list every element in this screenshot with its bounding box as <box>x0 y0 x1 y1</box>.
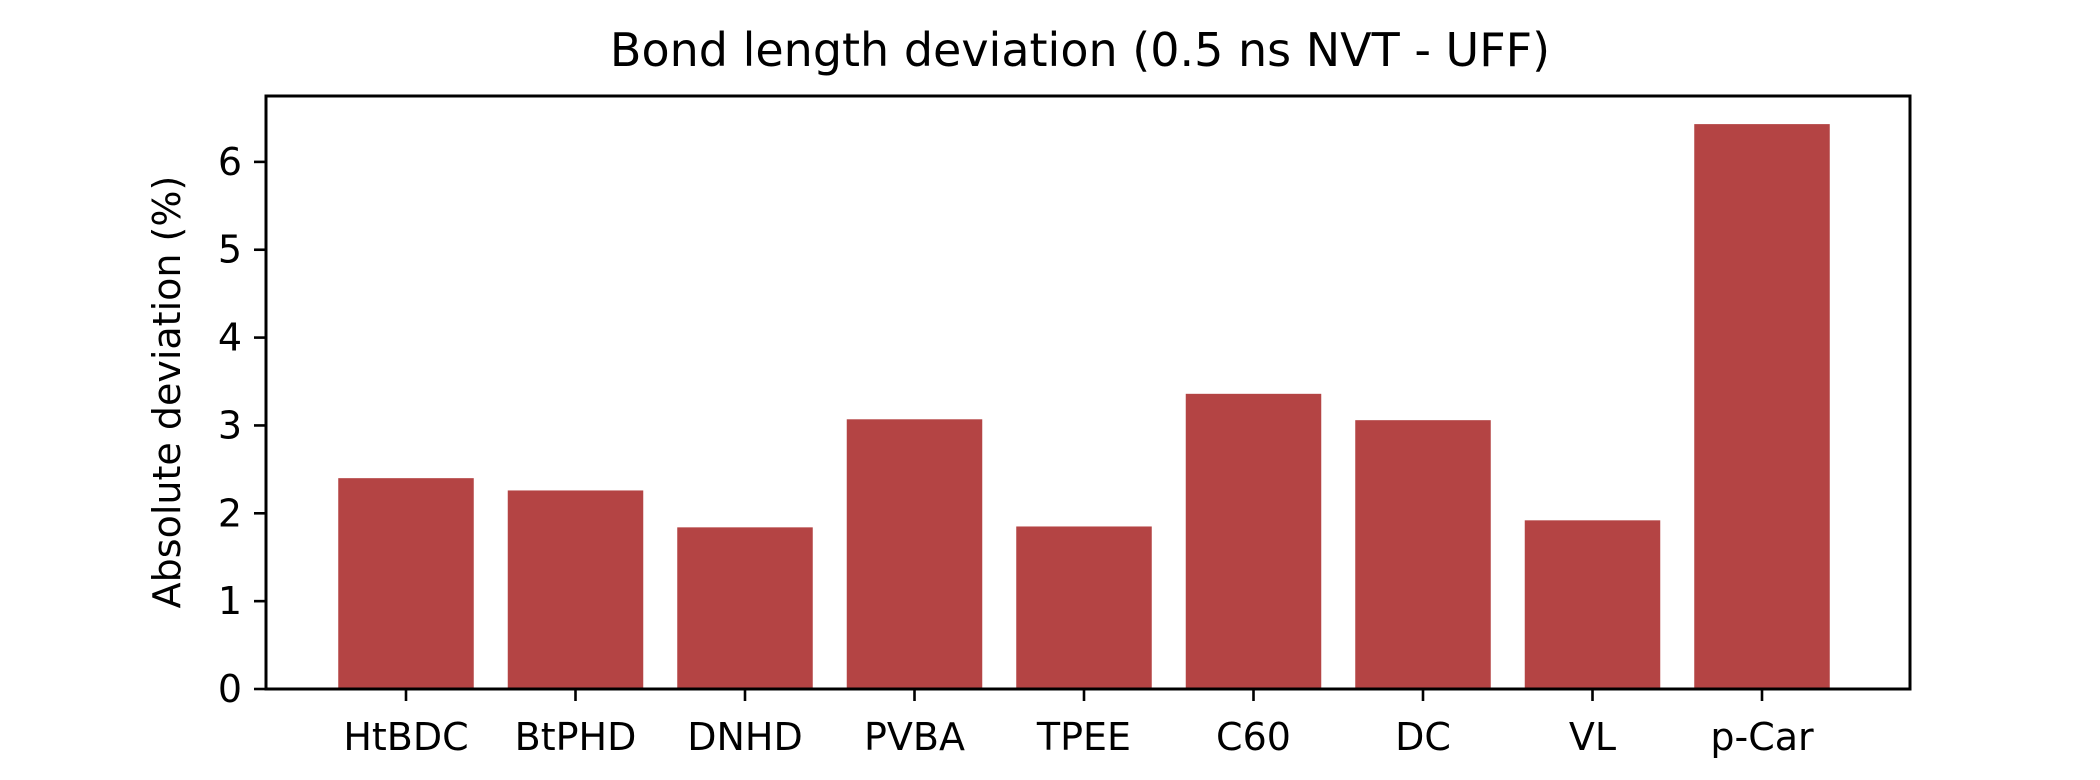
y-tick-label: 1 <box>218 579 242 623</box>
y-tick-label: 3 <box>218 403 242 447</box>
y-tick-label: 0 <box>218 667 242 711</box>
x-tick-label: TPEE <box>1036 715 1131 759</box>
y-axis-ticks: 0 1 2 3 4 5 6 <box>218 140 266 711</box>
x-tick-label: VL <box>1569 715 1616 759</box>
x-tick-label: BtPHD <box>515 715 637 759</box>
bar-vl <box>1524 520 1661 689</box>
bar-tpee <box>1016 526 1152 689</box>
bar-pvba <box>846 419 983 689</box>
y-tick-label: 5 <box>218 228 242 272</box>
bar-btphd <box>507 490 644 689</box>
y-tick-label: 4 <box>218 316 242 360</box>
x-axis-ticks: HtBDC BtPHD DNHD PVBA TPEE C60 DC VL p-Car <box>343 689 1814 759</box>
y-axis-label: Absolute deviation (%) <box>145 176 189 609</box>
bar-dc <box>1355 420 1491 689</box>
bar-dnhd <box>677 527 813 689</box>
bars-group <box>338 124 1830 690</box>
y-tick-label: 6 <box>218 140 242 184</box>
x-tick-label: PVBA <box>864 715 965 759</box>
x-tick-label: C60 <box>1216 715 1291 759</box>
x-tick-label: DC <box>1395 715 1451 759</box>
plot-area-frame <box>264 94 1912 691</box>
chart-title: Bond length deviation (0.5 ns NVT - UFF) <box>610 23 1550 77</box>
y-tick-label: 2 <box>218 491 242 535</box>
bar-c60 <box>1185 393 1322 689</box>
bar-htbdc <box>338 478 474 689</box>
x-tick-label: p-Car <box>1710 715 1814 759</box>
bar-p-car <box>1694 124 1830 690</box>
x-tick-label: DNHD <box>687 715 803 759</box>
x-tick-label: HtBDC <box>343 715 468 759</box>
